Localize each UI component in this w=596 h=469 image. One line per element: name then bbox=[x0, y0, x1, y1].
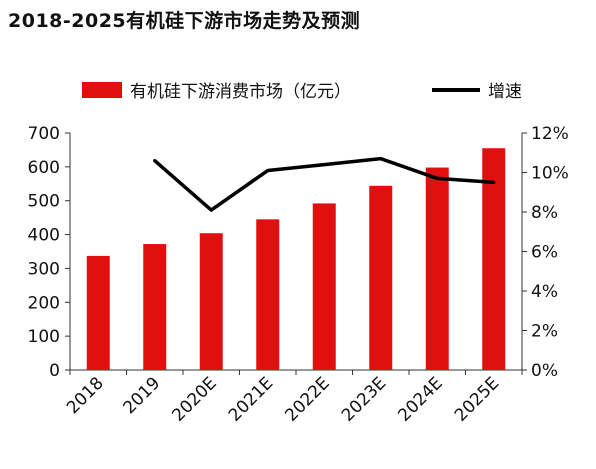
right-tick-label: 8% bbox=[531, 203, 558, 223]
bar-2024E bbox=[425, 167, 449, 370]
x-axis-ticks: 2018 2019 2020E 2021E 2022E 2023E 2024E 2025E bbox=[63, 370, 523, 426]
legend-bar-label: 有机硅下游消费市场（亿元） bbox=[130, 82, 351, 102]
bar-2022E bbox=[312, 203, 336, 370]
bar-2020E bbox=[199, 233, 223, 370]
x-tick-label: 2021E bbox=[225, 373, 277, 425]
legend-bar-swatch bbox=[82, 82, 122, 98]
left-tick-label: 200 bbox=[28, 293, 60, 313]
growth-point bbox=[153, 159, 157, 163]
right-tick-label: 10% bbox=[531, 164, 569, 184]
growth-point bbox=[266, 168, 270, 173]
bar-2019 bbox=[143, 244, 167, 370]
growth-point bbox=[322, 163, 326, 167]
right-tick-label: 12% bbox=[531, 124, 569, 144]
legend-line-label: 增速 bbox=[488, 82, 522, 102]
right-tick-label: 0% bbox=[531, 361, 558, 381]
left-tick-label: 600 bbox=[28, 158, 60, 178]
growth-point bbox=[379, 157, 383, 161]
right-tick-label: 2% bbox=[531, 322, 558, 342]
left-tick-label: 700 bbox=[28, 124, 60, 144]
chart-title: 2018-2025有机硅下游市场走势及预测 bbox=[8, 10, 361, 32]
x-tick-label: 2025E bbox=[451, 373, 503, 425]
x-tick-label: 2022E bbox=[281, 373, 333, 425]
bar-2021E bbox=[256, 219, 280, 370]
left-tick-label: 0 bbox=[49, 361, 60, 381]
bar-2025E bbox=[482, 148, 506, 370]
left-tick-label: 100 bbox=[28, 327, 60, 347]
x-tick-label: 2018 bbox=[63, 373, 108, 418]
x-tick-label: 2019 bbox=[120, 373, 165, 418]
left-tick-label: 300 bbox=[28, 259, 60, 279]
left-tick-label: 500 bbox=[28, 192, 60, 212]
growth-point bbox=[492, 180, 496, 184]
right-tick-label: 4% bbox=[531, 282, 558, 302]
bar-2018 bbox=[86, 255, 110, 370]
growth-line bbox=[153, 156, 496, 212]
growth-point bbox=[209, 208, 213, 212]
bars bbox=[86, 148, 506, 370]
x-tick-label: 2023E bbox=[338, 373, 390, 425]
right-tick-label: 6% bbox=[531, 243, 558, 263]
left-tick-label: 400 bbox=[28, 226, 60, 246]
right-axis-ticks: 0% 2% 4% 6% 8% 10% 12% bbox=[522, 124, 569, 381]
left-axis-ticks: 0 100 200 300 400 500 600 700 bbox=[28, 124, 70, 381]
bar-2023E bbox=[369, 185, 393, 370]
x-tick-label: 2020E bbox=[168, 373, 220, 425]
legend: 有机硅下游消费市场（亿元） 增速 bbox=[82, 82, 522, 102]
x-tick-label: 2024E bbox=[394, 373, 446, 425]
growth-point bbox=[435, 176, 439, 181]
